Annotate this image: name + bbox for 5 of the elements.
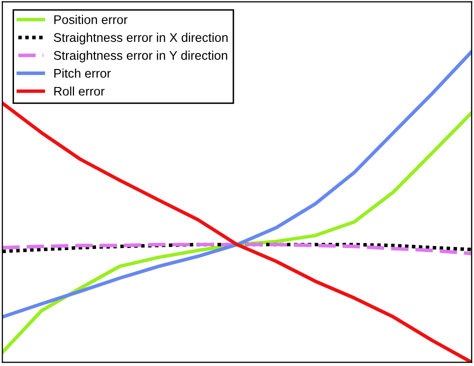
legend-label: Pitch error	[54, 68, 111, 78]
legend-label: Straightness error in X direction	[54, 32, 228, 44]
legend-label: Straightness error in Y direction	[54, 50, 228, 62]
legend-label: Position error	[54, 14, 128, 24]
legend-label: Roll error	[54, 86, 105, 96]
